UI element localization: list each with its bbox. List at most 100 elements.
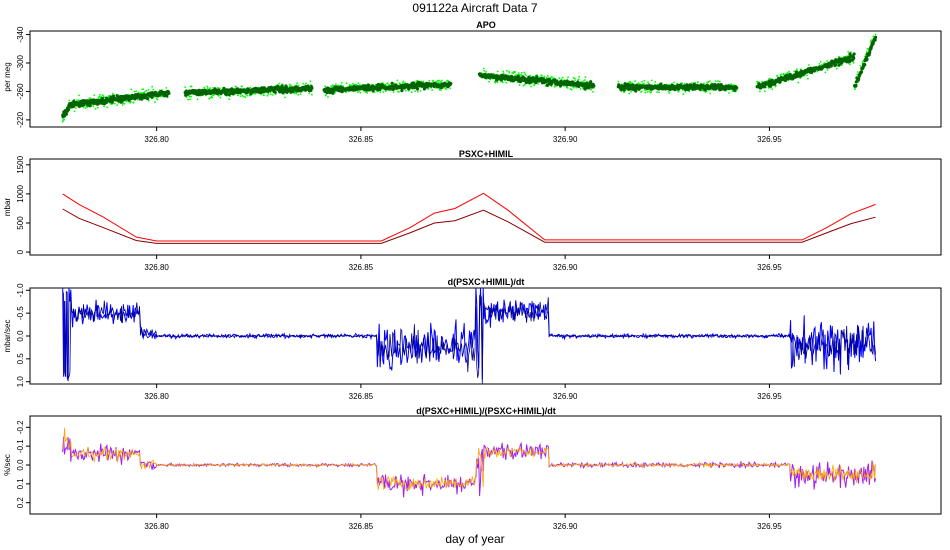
apo-point — [644, 91, 647, 94]
apo-point — [254, 93, 257, 95]
apo-point — [415, 87, 420, 91]
apo-point — [551, 77, 554, 79]
apo-point — [99, 93, 101, 96]
apo-point — [74, 107, 77, 109]
apo-point — [494, 81, 497, 84]
apo-point — [84, 107, 87, 109]
apo-point — [707, 81, 710, 83]
apo-point — [807, 77, 809, 80]
apo-point — [780, 73, 782, 76]
apo-point — [135, 90, 138, 93]
apo-point — [829, 64, 833, 68]
y-tick-label: -300 — [16, 54, 25, 71]
apo-point — [650, 91, 653, 93]
apo-point — [187, 98, 190, 101]
apo-point — [524, 83, 526, 86]
apo-point — [592, 91, 594, 93]
apo-point — [245, 93, 247, 96]
apo-point — [167, 91, 171, 95]
apo-point — [788, 70, 791, 73]
apo-point — [196, 98, 199, 101]
apo-point — [863, 63, 867, 67]
apo-point — [422, 80, 425, 83]
apo-point — [691, 82, 693, 84]
apo-point — [584, 79, 586, 81]
apo-point — [263, 94, 265, 97]
apo-point — [249, 86, 252, 89]
apo-point — [146, 97, 150, 101]
apo-point — [93, 94, 96, 96]
apo-point — [449, 82, 453, 86]
apo-point — [355, 83, 358, 86]
apo-point — [764, 90, 766, 93]
apo-point — [76, 99, 78, 102]
apo-point — [125, 100, 128, 103]
apo-point — [241, 94, 244, 97]
apo-point — [866, 50, 868, 53]
y-tick-label: -0.2 — [16, 420, 25, 434]
apo-point — [560, 78, 563, 81]
apo-point — [541, 75, 543, 77]
apo-point — [835, 67, 838, 70]
apo-point — [641, 80, 643, 83]
panel-rel-title: d(PSXC+HIMIL)/(PSXC+HIMIL)/dt — [416, 406, 556, 416]
apo-point — [432, 79, 435, 82]
apo-point — [89, 97, 92, 100]
apo-point — [123, 102, 126, 105]
apo-point — [184, 86, 187, 89]
rel-series-line — [62, 427, 876, 491]
apo-point — [859, 70, 864, 74]
apo-point — [151, 85, 154, 88]
apo-point — [545, 76, 548, 79]
apo-point — [302, 82, 304, 85]
apo-point — [241, 85, 243, 88]
y-tick-label: -1.0 — [16, 283, 25, 297]
apo-point — [350, 84, 353, 87]
apo-point — [138, 91, 140, 94]
apo-point — [104, 100, 108, 105]
apo-point — [203, 86, 206, 89]
apo-point — [296, 82, 299, 84]
apo-point — [331, 85, 333, 88]
apo-point — [365, 88, 369, 92]
apo-point — [324, 85, 326, 87]
apo-point — [517, 72, 520, 74]
apo-point — [518, 84, 521, 86]
y-tick-label: 0.1 — [16, 478, 25, 490]
apo-point — [410, 91, 413, 94]
apo-point — [239, 95, 242, 97]
y-tick-label: -0.1 — [16, 439, 25, 453]
apo-point — [559, 84, 563, 88]
x-tick-label: 326.90 — [553, 263, 578, 272]
apo-point — [396, 79, 399, 82]
apo-point — [443, 86, 445, 89]
psx-series-line — [62, 208, 876, 244]
panel-deriv-title: d(PSXC+HIMIL)/dt — [448, 277, 525, 287]
x-tick-label: 326.95 — [757, 263, 782, 272]
apo-point — [297, 84, 300, 87]
apo-point — [68, 99, 71, 102]
apo-point — [414, 90, 416, 93]
apo-point — [824, 62, 826, 64]
apo-point — [629, 81, 632, 84]
apo-point — [345, 82, 348, 84]
apo-point — [61, 120, 64, 123]
apo-point — [402, 80, 405, 83]
apo-point — [190, 95, 193, 98]
apo-point — [505, 69, 508, 72]
apo-point — [837, 63, 841, 67]
apo-point — [133, 90, 136, 93]
panel-deriv-ylabel: mbar/sec — [3, 320, 12, 353]
apo-point — [658, 91, 660, 94]
apo-point — [833, 62, 838, 67]
apo-point — [640, 90, 643, 93]
apo-point — [290, 84, 292, 87]
apo-point — [94, 108, 97, 110]
apo-point — [102, 94, 104, 97]
apo-point — [852, 56, 856, 60]
apo-point — [132, 101, 135, 104]
apo-point — [440, 89, 442, 91]
apo-point — [584, 76, 587, 79]
apo-point — [331, 91, 335, 95]
apo-point — [165, 87, 168, 89]
